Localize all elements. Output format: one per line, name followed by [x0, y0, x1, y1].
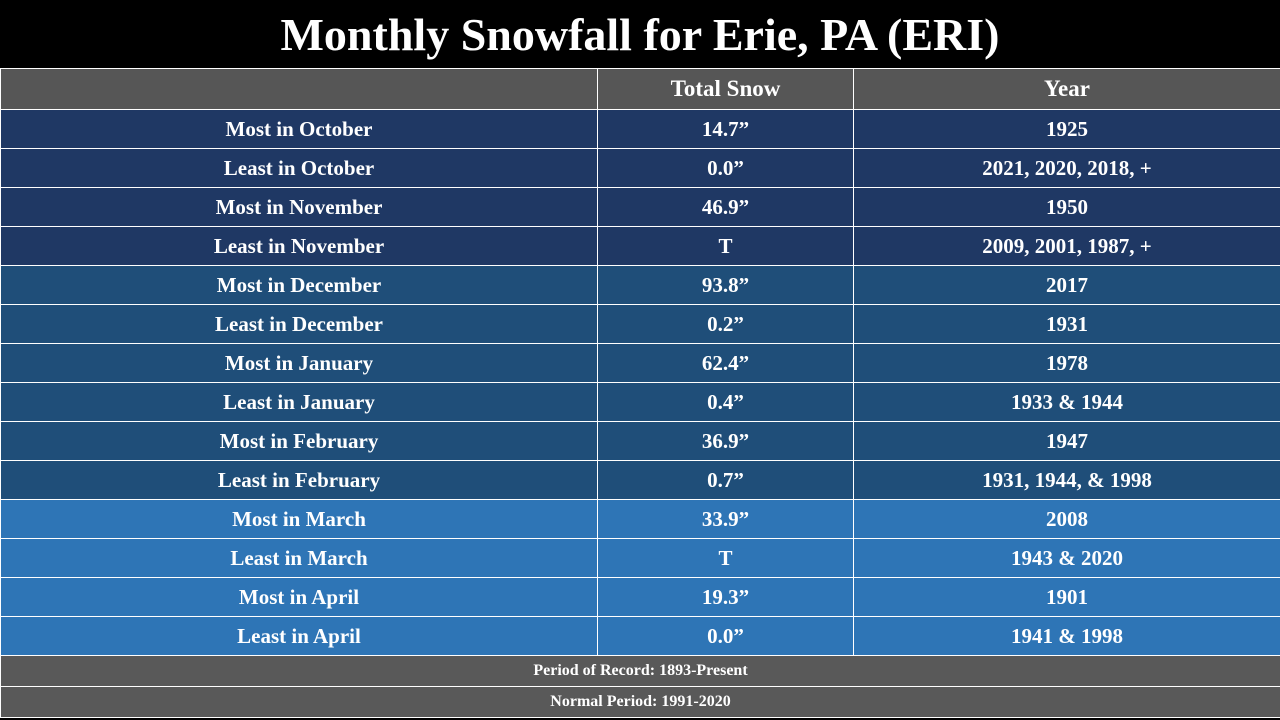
- row-snow: 62.4”: [597, 343, 854, 383]
- row-label: Most in April: [0, 577, 598, 617]
- row-label: Most in March: [0, 499, 598, 539]
- row-year: 1950: [853, 187, 1280, 227]
- row-year: 1901: [853, 577, 1280, 617]
- row-label: Least in December: [0, 304, 598, 344]
- row-year: 1933 & 1944: [853, 382, 1280, 422]
- row-label: Least in January: [0, 382, 598, 422]
- row-year: 1931, 1944, & 1998: [853, 460, 1280, 500]
- row-snow: 0.4”: [597, 382, 854, 422]
- footer-row: Period of Record: 1893-Present: [0, 655, 1280, 687]
- row-label: Most in October: [0, 109, 598, 149]
- row-label: Least in October: [0, 148, 598, 188]
- row-year: 1978: [853, 343, 1280, 383]
- table-row: Least in March T 1943 & 2020: [0, 538, 1280, 578]
- period-of-record: Period of Record: 1893-Present: [0, 655, 1280, 687]
- row-label: Most in December: [0, 265, 598, 305]
- row-label: Least in February: [0, 460, 598, 500]
- row-year: 2017: [853, 265, 1280, 305]
- table-row: Least in April 0.0” 1941 & 1998: [0, 616, 1280, 656]
- row-year: 1943 & 2020: [853, 538, 1280, 578]
- row-snow: 93.8”: [597, 265, 854, 305]
- row-snow: 19.3”: [597, 577, 854, 617]
- row-snow: T: [597, 538, 854, 578]
- table-row: Most in February 36.9” 1947: [0, 421, 1280, 461]
- table-row: Least in January 0.4” 1933 & 1944: [0, 382, 1280, 422]
- table-row: Most in April 19.3” 1901: [0, 577, 1280, 617]
- table-row: Most in October 14.7” 1925: [0, 109, 1280, 149]
- row-snow: 0.2”: [597, 304, 854, 344]
- row-year: 1941 & 1998: [853, 616, 1280, 656]
- row-snow: 36.9”: [597, 421, 854, 461]
- normal-period: Normal Period: 1991-2020: [0, 686, 1280, 718]
- row-year: 1925: [853, 109, 1280, 149]
- row-label: Most in February: [0, 421, 598, 461]
- table-row: Most in November 46.9” 1950: [0, 187, 1280, 227]
- header-year: Year: [853, 68, 1280, 110]
- table-row: Least in December 0.2” 1931: [0, 304, 1280, 344]
- row-year: 2009, 2001, 1987, +: [853, 226, 1280, 266]
- header-label: [0, 68, 598, 110]
- table-row: Least in February 0.7” 1931, 1944, & 199…: [0, 460, 1280, 500]
- row-snow: 46.9”: [597, 187, 854, 227]
- table-row: Most in December 93.8” 2017: [0, 265, 1280, 305]
- row-year: 1931: [853, 304, 1280, 344]
- table-row: Least in October 0.0” 2021, 2020, 2018, …: [0, 148, 1280, 188]
- row-year: 1947: [853, 421, 1280, 461]
- page-title: Monthly Snowfall for Erie, PA (ERI): [0, 0, 1280, 68]
- row-label: Least in March: [0, 538, 598, 578]
- row-snow: T: [597, 226, 854, 266]
- row-year: 2021, 2020, 2018, +: [853, 148, 1280, 188]
- table-header-row: Total Snow Year: [0, 68, 1280, 110]
- row-label: Least in November: [0, 226, 598, 266]
- row-snow: 0.7”: [597, 460, 854, 500]
- snowfall-table: Total Snow Year Most in October 14.7” 19…: [0, 68, 1280, 718]
- table-row: Most in March 33.9” 2008: [0, 499, 1280, 539]
- table-row: Most in January 62.4” 1978: [0, 343, 1280, 383]
- row-label: Most in November: [0, 187, 598, 227]
- header-total-snow: Total Snow: [597, 68, 854, 110]
- footer-row: Normal Period: 1991-2020: [0, 686, 1280, 718]
- row-snow: 33.9”: [597, 499, 854, 539]
- row-snow: 0.0”: [597, 148, 854, 188]
- row-label: Least in April: [0, 616, 598, 656]
- row-snow: 0.0”: [597, 616, 854, 656]
- row-label: Most in January: [0, 343, 598, 383]
- table-row: Least in November T 2009, 2001, 1987, +: [0, 226, 1280, 266]
- row-year: 2008: [853, 499, 1280, 539]
- row-snow: 14.7”: [597, 109, 854, 149]
